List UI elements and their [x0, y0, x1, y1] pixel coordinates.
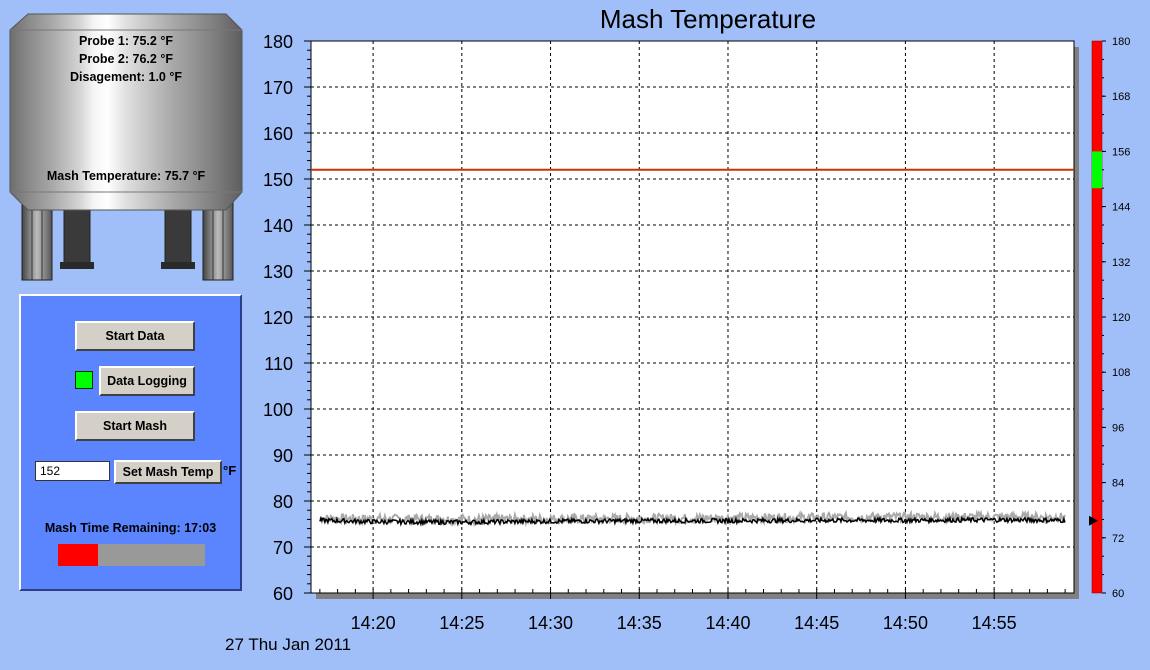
tank-body — [9, 13, 243, 211]
x-tick-label: 14:25 — [439, 613, 484, 633]
y-tick-label: 170 — [263, 78, 293, 98]
data-logging-button[interactable]: Data Logging — [99, 366, 195, 396]
y-tick-label: 140 — [263, 216, 293, 236]
probe2-readout: Probe 2: 76.2 °F — [79, 52, 173, 66]
y-tick-label: 80 — [273, 492, 293, 512]
gauge-tick-label: 96 — [1112, 422, 1124, 434]
y-tick-label: 90 — [273, 446, 293, 466]
y-tick-label: 120 — [263, 308, 293, 328]
gauge-tick-label: 108 — [1112, 367, 1130, 379]
y-tick-label: 150 — [263, 170, 293, 190]
gauge-tick-label: 84 — [1112, 478, 1124, 490]
temp-unit-label: °F — [223, 463, 237, 478]
gauge-tick-label: 180 — [1112, 36, 1130, 48]
gauge-bar — [1091, 40, 1103, 594]
gauge-tick-label: 144 — [1112, 202, 1130, 214]
gauge-tick-label: 120 — [1112, 312, 1130, 324]
x-tick-label: 14:30 — [528, 613, 573, 633]
mash-tun-graphic — [9, 13, 243, 281]
mash-progress-fill — [58, 544, 98, 566]
gauge-tick-label: 156 — [1112, 146, 1130, 158]
y-tick-label: 160 — [263, 124, 293, 144]
gauge-green-band — [1092, 151, 1102, 189]
mash-temperature-readout: Mash Temperature: 75.7 °F — [46, 169, 206, 183]
y-tick-label: 60 — [273, 584, 293, 604]
gauge-pointer-icon — [1089, 515, 1098, 526]
start-mash-button[interactable]: Start Mash — [75, 411, 195, 441]
gauge-tick-label: 168 — [1112, 91, 1130, 103]
gauge-tick-label: 60 — [1112, 588, 1124, 600]
x-tick-label: 14:45 — [794, 613, 839, 633]
date-label: 27 Thu Jan 2011 — [225, 635, 352, 654]
data-logging-indicator — [75, 371, 93, 389]
x-tick-label: 14:20 — [351, 613, 396, 633]
mash-progress-bar — [58, 544, 205, 566]
x-tick-label: 14:55 — [972, 613, 1017, 633]
temperature-series-line — [319, 515, 1066, 527]
set-mash-temp-button[interactable]: Set Mash Temp — [114, 460, 222, 484]
y-tick-label: 70 — [273, 538, 293, 558]
gauge-tick-label: 132 — [1112, 257, 1130, 269]
x-tick-label: 14:35 — [617, 613, 662, 633]
gauge-tick-label: 72 — [1112, 533, 1124, 545]
y-tick-label: 110 — [264, 354, 293, 374]
start-data-button[interactable]: Start Data — [75, 321, 195, 351]
mash-temp-input[interactable] — [35, 461, 110, 481]
disagreement-readout: Disagement: 1.0 °F — [70, 70, 182, 84]
y-tick-label: 180 — [263, 32, 293, 52]
chart-title: Mash Temperature — [599, 4, 817, 34]
y-tick-label: 130 — [263, 262, 293, 282]
y-tick-label: 100 — [263, 400, 293, 420]
control-panel: Start Data Data Logging Start Mash Set M… — [19, 294, 242, 591]
mash-time-remaining: Mash Time Remaining: 17:03 — [44, 521, 217, 535]
probe1-readout: Probe 1: 75.2 °F — [79, 34, 173, 48]
x-tick-label: 14:40 — [705, 613, 750, 633]
x-tick-label: 14:50 — [883, 613, 928, 633]
